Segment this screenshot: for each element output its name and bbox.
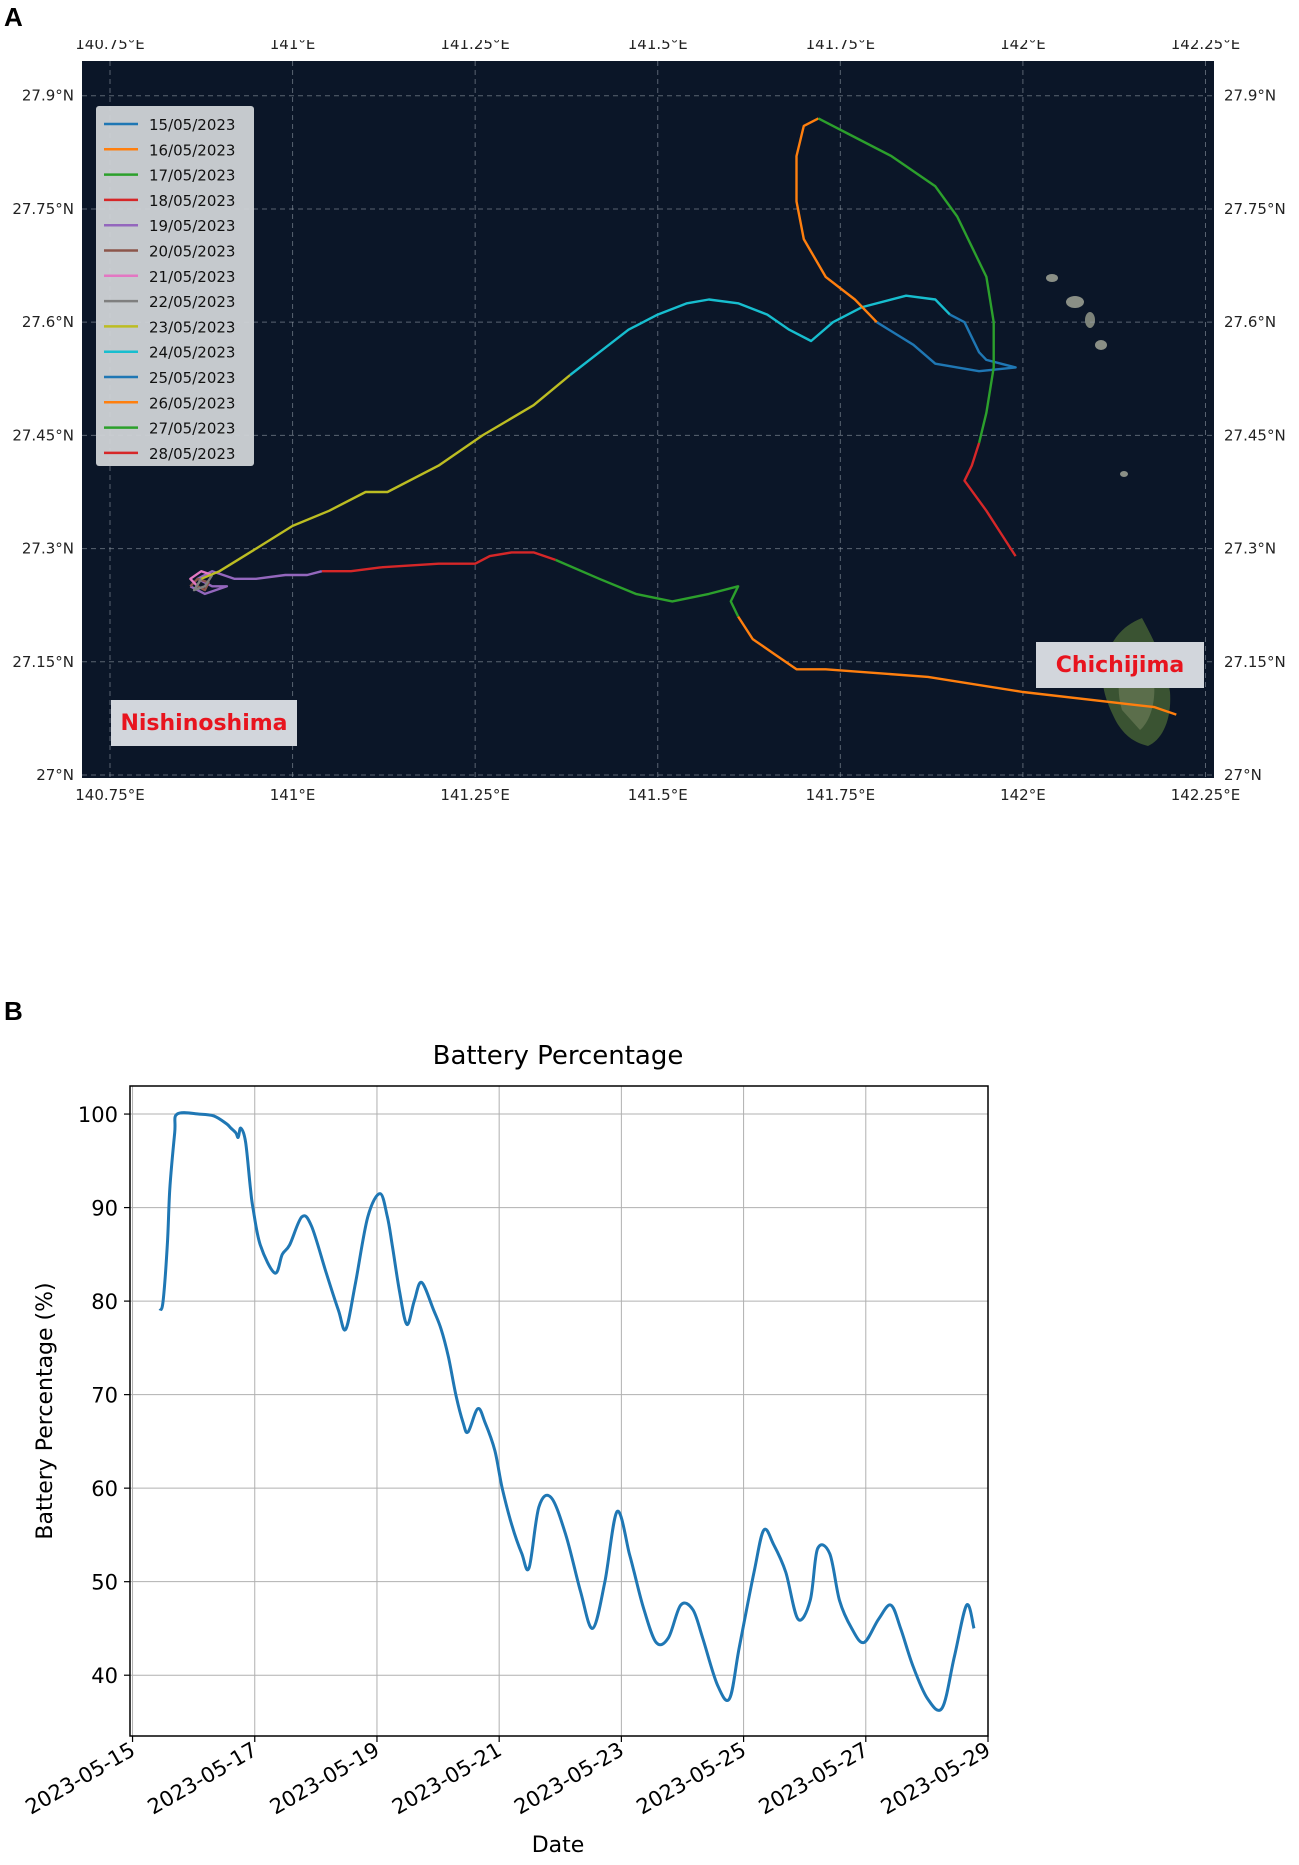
legend-entry: 26/05/2023	[149, 394, 235, 412]
islet	[1085, 312, 1095, 328]
battery-plot-frame	[129, 1085, 989, 1737]
battery-y-tick-label: 40	[91, 1664, 118, 1688]
map-x-tick-top: 140.75°E	[75, 40, 144, 53]
panel-label-a: A	[4, 2, 23, 32]
map-series-27-05-2023	[817, 117, 995, 444]
map-series-19-05-2023	[189, 570, 323, 596]
map-background	[82, 61, 1214, 778]
map-series-22-05-2023	[192, 574, 214, 592]
map-ticks: 140.75°E 140.75°E 141°E 141°E 141.25°E 141.25…	[12, 40, 1285, 804]
panel-label-b: B	[4, 996, 23, 1026]
map-series	[189, 117, 1177, 716]
map-x-tick-top: 142.25°E	[1171, 40, 1240, 53]
legend-entry: 20/05/2023	[149, 243, 235, 261]
battery-x-tick-label: 2023-05-17	[144, 1738, 262, 1820]
legend-entry: 19/05/2023	[149, 217, 235, 235]
battery-x-tick-label: 2023-05-19	[266, 1738, 384, 1820]
battery-y-tick-label: 100	[78, 1103, 118, 1127]
legend-entry: 18/05/2023	[149, 192, 235, 210]
legend-entry: 15/05/2023	[149, 116, 235, 134]
nishinoshima-label-text: Nishinoshima	[120, 711, 287, 736]
battery-chart: Battery Percentage 40 50 60 70 80 90 100 2023-0…	[21, 1041, 995, 1858]
islet	[1066, 296, 1084, 308]
battery-chart-title: Battery Percentage	[433, 1041, 684, 1071]
map-y-tick-left: 27°N	[36, 766, 74, 784]
battery-x-tick-label: 2023-05-15	[21, 1738, 139, 1820]
map-x-tick-top: 141.25°E	[440, 40, 509, 53]
map-x-tick-top: 142°E	[1000, 40, 1046, 53]
battery-x-tick-label: 2023-05-29	[877, 1738, 995, 1820]
map-series-25-05-2023	[876, 313, 1017, 373]
nishinoshima-label-box	[111, 700, 297, 746]
map-y-tick-left: 27.45°N	[12, 426, 74, 444]
battery-y-tick-label: 70	[91, 1384, 118, 1408]
battery-y-tick-label: 80	[91, 1290, 118, 1314]
battery-y-axis-label: Battery Percentage (%)	[33, 1282, 58, 1539]
legend-entry: 23/05/2023	[149, 318, 235, 336]
chichijima-label: Chichijima	[1036, 642, 1204, 688]
map-y-tick-left: 27.9°N	[22, 87, 74, 105]
battery-y-tick-label: 50	[91, 1571, 118, 1595]
legend-entry: 17/05/2023	[149, 167, 235, 185]
legend-entry: 21/05/2023	[149, 268, 235, 286]
nishinoshima-label: Nishinoshima	[111, 700, 297, 746]
battery-y-tick-label: 90	[91, 1197, 118, 1221]
map-series-24-05-2023	[569, 294, 951, 376]
battery-x-axis-label: Date	[532, 1833, 585, 1858]
map-y-tick-right: 27.45°N	[1224, 426, 1286, 444]
map-y-tick-right: 27.75°N	[1224, 200, 1286, 218]
map-series-16-05-2023	[737, 615, 1177, 716]
chichijima-label-box	[1036, 642, 1204, 688]
map-y-tick-right: 27.6°N	[1224, 313, 1276, 331]
map-x-tick-bottom: 141.75°E	[806, 786, 875, 804]
battery-grid	[130, 1086, 989, 1736]
islet	[1120, 471, 1128, 477]
legend-entry: 24/05/2023	[149, 344, 235, 362]
legend-entry: 25/05/2023	[149, 369, 235, 387]
islet	[1095, 340, 1107, 350]
battery-y-tick-label: 60	[91, 1477, 118, 1501]
trajectory-map-chart: 140.75°E 140.75°E 141°E 141°E 141.25°E 141.25…	[12, 40, 1285, 804]
map-y-tick-left: 27.6°N	[22, 313, 74, 331]
map-x-tick-bottom: 141.25°E	[440, 786, 509, 804]
legend-entry: 22/05/2023	[149, 293, 235, 311]
map-x-tick-top: 141°E	[270, 40, 316, 53]
map-series-18-05-2023	[321, 551, 556, 573]
map-x-tick-top: 141.75°E	[806, 40, 875, 53]
legend-entry: 16/05/2023	[149, 141, 235, 159]
map-legend: 15/05/2023 16/05/2023 17/05/2023 18/05/2023…	[96, 106, 254, 466]
map-series-26-05-2023	[795, 117, 878, 324]
map-y-tick-right: 27.15°N	[1224, 653, 1286, 671]
battery-series-line	[158, 1111, 976, 1712]
map-x-tick-bottom: 142.25°E	[1171, 786, 1240, 804]
map-y-tick-right: 27.9°N	[1224, 87, 1276, 105]
map-y-tick-right: 27°N	[1224, 766, 1262, 784]
map-series-21-05-2023	[189, 570, 213, 588]
map-series-23-05-2023	[200, 374, 571, 580]
map-series-17-05-2023	[555, 558, 740, 618]
map-y-tick-left: 27.15°N	[12, 653, 74, 671]
map-x-tick-bottom: 141.5°E	[628, 786, 688, 804]
map-x-tick-bottom: 142°E	[1000, 786, 1046, 804]
map-x-tick-bottom: 140.75°E	[75, 786, 144, 804]
map-y-tick-left: 27.3°N	[22, 540, 74, 558]
legend-entry: 27/05/2023	[149, 420, 235, 438]
battery-x-tick-label: 2023-05-25	[632, 1738, 750, 1820]
map-x-tick-bottom: 141°E	[270, 786, 316, 804]
legend-entry: 28/05/2023	[149, 445, 235, 463]
map-y-tick-right: 27.3°N	[1224, 540, 1276, 558]
battery-x-tick-label: 2023-05-27	[755, 1738, 873, 1820]
map-series-28-05-2023	[963, 442, 1017, 557]
map-y-tick-left: 27.75°N	[12, 200, 74, 218]
chichijima-label-text: Chichijima	[1056, 653, 1184, 678]
battery-x-tick-label: 2023-05-23	[510, 1738, 628, 1820]
islet	[1046, 274, 1058, 282]
battery-x-tick-label: 2023-05-21	[388, 1738, 506, 1820]
map-x-tick-top: 141.5°E	[628, 40, 688, 53]
